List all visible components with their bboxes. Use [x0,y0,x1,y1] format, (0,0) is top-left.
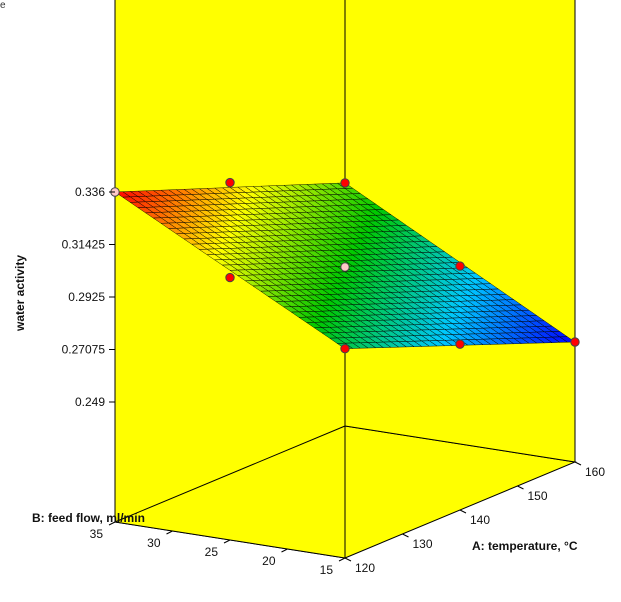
design-point [455,261,465,271]
x-tick-mark [574,461,582,466]
x-tick-label: 150 [528,489,548,503]
y-tick-mark [108,521,116,526]
x-tick-label: 140 [470,513,490,527]
x-tick-mark [459,509,467,514]
design-point [455,339,465,349]
y-tick-label: 15 [320,563,334,577]
y-axis-label: B: feed flow, ml/min [32,511,145,525]
y-tick-mark [223,539,231,544]
y-tick-label: 20 [262,554,276,568]
z-tick-label: 0.336 [75,185,105,199]
y-tick-label: 30 [147,536,161,550]
x-tick-mark [402,533,409,538]
z-tick-label: 0.249 [75,395,105,409]
y-tick-label: 35 [90,527,104,541]
x-tick-label: 120 [355,561,375,575]
x-tick-mark [344,557,352,562]
axis-ticks: 0.249 0.27075 0.2925 0.31425 0.336 15 20 25 30 35… [62,185,606,577]
plot-frame [114,0,576,558]
y-tick-mark [338,557,346,562]
x-tick-label: 130 [413,537,433,551]
design-point [225,177,235,188]
x-axis-label: A: temperature, °C [472,539,578,553]
design-point [225,272,235,283]
z-tick-label: 0.31425 [62,238,106,252]
axis-labels: water activity B: feed flow, ml/min A: tem… [13,255,578,553]
surface-mesh [114,182,576,349]
design-point [340,343,350,354]
y-tick-mark [166,530,173,535]
design-point [340,262,350,272]
y-tick-mark [281,548,288,553]
design-point [570,337,580,347]
design-point [340,178,350,188]
y-tick-label: 25 [205,545,219,559]
z-tick-label: 0.27075 [62,343,106,357]
x-tick-mark [517,485,524,490]
z-tick-label: 0.2925 [68,290,105,304]
x-tick-label: 160 [585,465,605,479]
z-axis-label: water activity [13,255,27,332]
design-points [110,177,580,354]
corner-text: e [0,0,6,11]
